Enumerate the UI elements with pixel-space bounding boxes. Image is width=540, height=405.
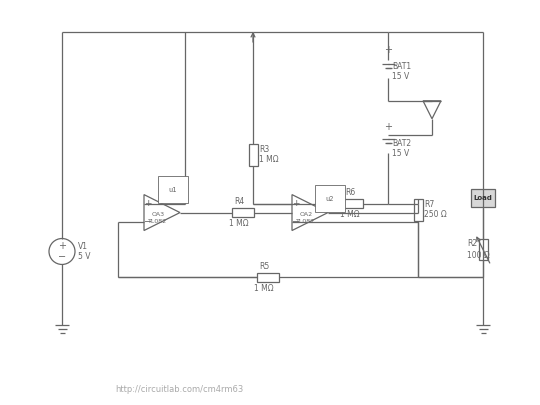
Text: +: + xyxy=(144,199,152,208)
Text: −: − xyxy=(144,217,152,226)
Text: 100 Ω: 100 Ω xyxy=(467,251,490,260)
Text: 1 MΩ: 1 MΩ xyxy=(254,284,274,293)
Text: TL082: TL082 xyxy=(296,219,315,224)
Text: 15 V: 15 V xyxy=(392,149,409,158)
Text: R3: R3 xyxy=(259,145,269,154)
Text: R4: R4 xyxy=(234,197,244,206)
Text: −: − xyxy=(58,252,66,262)
Text: CIRCUIT: CIRCUIT xyxy=(6,369,46,378)
Text: R6: R6 xyxy=(345,188,355,197)
Text: Load: Load xyxy=(474,194,492,200)
Text: R5: R5 xyxy=(259,262,269,271)
Text: CIRCUIT: CIRCUIT xyxy=(10,369,51,378)
Text: —∧∧—■—LAB: —∧∧—■—LAB xyxy=(6,383,68,392)
Text: OA2: OA2 xyxy=(300,212,313,217)
Text: BAT2: BAT2 xyxy=(392,139,411,148)
Text: 5 V: 5 V xyxy=(78,252,91,261)
Bar xyxy=(248,144,258,166)
Text: u2: u2 xyxy=(326,196,334,202)
Text: 250 Ω: 250 Ω xyxy=(424,210,447,219)
Text: +: + xyxy=(384,45,392,55)
Text: LAB: LAB xyxy=(36,383,56,392)
Text: R7: R7 xyxy=(424,200,434,209)
Text: 1 MΩ: 1 MΩ xyxy=(229,219,249,228)
Text: TL082: TL082 xyxy=(148,219,167,224)
Text: 15 V: 15 V xyxy=(392,72,409,81)
Bar xyxy=(257,273,279,282)
Bar xyxy=(232,208,254,217)
Bar xyxy=(478,239,488,260)
Text: OA3: OA3 xyxy=(151,212,165,217)
Text: +: + xyxy=(384,122,392,132)
Text: +: + xyxy=(58,241,66,252)
Text: 1 MΩ: 1 MΩ xyxy=(340,210,360,219)
Bar xyxy=(414,198,422,221)
Text: 1 MΩ: 1 MΩ xyxy=(259,155,279,164)
Text: V1: V1 xyxy=(78,242,88,251)
Text: http://circuitlab.com/cm4rm63: http://circuitlab.com/cm4rm63 xyxy=(115,385,243,394)
Text: −: − xyxy=(292,217,300,226)
Bar xyxy=(341,199,363,208)
Text: +: + xyxy=(292,199,300,208)
Text: BAT1: BAT1 xyxy=(392,62,411,71)
Bar xyxy=(471,189,495,207)
Text: novakma7 / grounded current loop - load sweep: novakma7 / grounded current loop - load … xyxy=(115,371,342,379)
Text: R2: R2 xyxy=(467,239,477,248)
Text: u1: u1 xyxy=(168,187,177,193)
